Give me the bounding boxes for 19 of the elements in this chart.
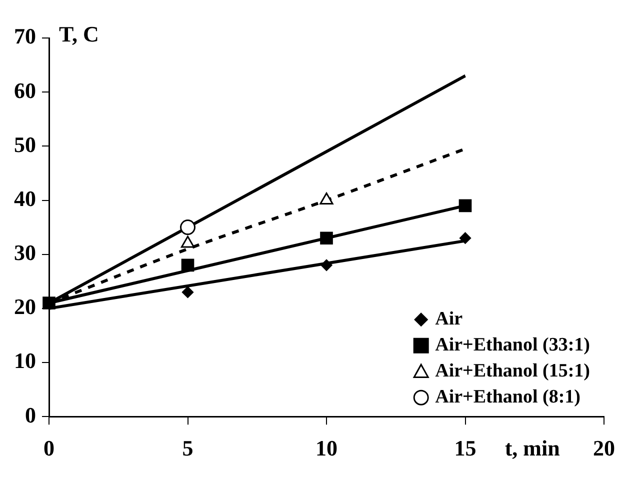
y-tick-label: 0 bbox=[25, 402, 36, 428]
x-tick-label: 15 bbox=[454, 435, 476, 460]
y-tick-label: 50 bbox=[14, 132, 36, 157]
y-tick-label: 70 bbox=[14, 24, 36, 49]
legend-label: Air+Ethanol (8:1) bbox=[435, 386, 580, 408]
y-tick-label: 20 bbox=[14, 294, 36, 320]
y-tick-label: 10 bbox=[14, 348, 36, 374]
x-axis-title: t, min bbox=[504, 435, 560, 460]
y-tick-label: 30 bbox=[14, 240, 36, 266]
x-tick-label: 20 bbox=[593, 435, 615, 460]
x-tick-label: 10 bbox=[316, 435, 338, 460]
y-tick-label: 40 bbox=[14, 186, 36, 211]
y-tick-label: 60 bbox=[14, 78, 36, 103]
legend-label: Air+Ethanol (15:1) bbox=[435, 360, 590, 382]
x-tick-label: 5 bbox=[182, 435, 194, 460]
legend-label: Air+Ethanol (33:1) bbox=[435, 334, 590, 356]
x-tick-label: 0 bbox=[44, 435, 54, 460]
legend-label: Air bbox=[435, 308, 464, 330]
y-axis-title: T, C bbox=[59, 22, 99, 47]
